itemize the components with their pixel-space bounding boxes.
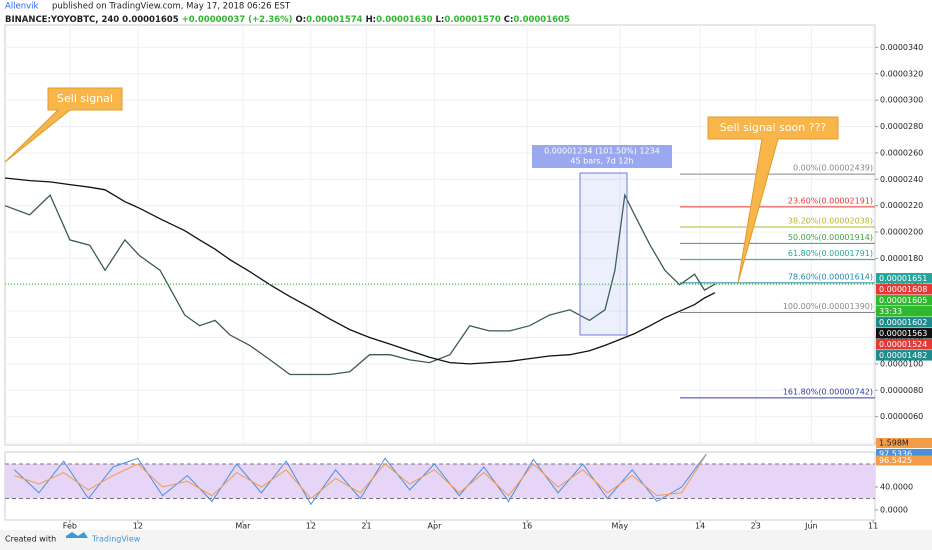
fib-label: 61.80%(0.00001791) (788, 249, 873, 258)
ohlc-label: L: (436, 15, 445, 25)
x-tick-label: 12 (133, 522, 143, 531)
measure-label-bg (532, 145, 672, 168)
series-line (13, 453, 707, 506)
fib-label: 78.60%(0.00001614) (788, 272, 873, 281)
footer-bar (0, 530, 932, 550)
price-tag (876, 273, 932, 284)
price-tag (876, 339, 932, 350)
price-tag-label: 0.00001608 (879, 285, 927, 294)
series-line (4, 192, 716, 376)
x-tick-label: Apr (428, 522, 443, 531)
x-tick-label: May (612, 522, 629, 531)
callout-text: Sell signal soon ??? (720, 121, 827, 134)
price-pane (4, 24, 876, 446)
y-tick-label: 0.0000060 (880, 412, 923, 421)
price-tag-label: 0.00001563 (879, 329, 927, 338)
price-tag (876, 350, 932, 361)
countdown: 33:33 (879, 307, 902, 316)
price-tag-label: 0.00001524 (879, 340, 927, 349)
osc-tag (876, 448, 932, 459)
countdown-tag (876, 306, 932, 317)
price-tag-label: 0.00001651 (879, 274, 927, 283)
band (5, 464, 875, 499)
osc-tag (876, 455, 932, 466)
y-tick-label: 0.0000220 (880, 201, 923, 210)
ohlc-value: 0.00001574 (306, 15, 363, 25)
measure-label: 0.00001234 (101.50%) 1234 (544, 147, 660, 156)
price-tag (876, 295, 932, 306)
ohlc-label: O: (296, 15, 307, 25)
price-tag (876, 317, 932, 328)
ohlc-value: 0.00001630 (376, 15, 433, 25)
series-line (14, 454, 707, 500)
y-tick-label: 0.0000100 (880, 359, 923, 368)
symbol: BINANCE:YOYOBTC, 240 (5, 15, 119, 25)
ohlc-label: H: (366, 15, 377, 25)
volume-tag (876, 438, 932, 448)
y-tick-label: 40.0000 (880, 483, 913, 492)
fib-label: 23.60%(0.00002191) (788, 196, 873, 205)
y-tick-label: 0.0000080 (880, 386, 923, 395)
y-tick-label: 0.0000280 (880, 122, 923, 131)
callout (4, 87, 123, 163)
measure-label: 45 bars, 7d 12h (570, 157, 633, 166)
tv-logo (66, 532, 88, 538)
last: 0.00001605 (122, 15, 179, 25)
y-tick-label: 0.0000260 (880, 148, 923, 157)
volume-label: 1.598M (879, 439, 909, 448)
y-tick-label: 0.0000320 (880, 69, 923, 78)
series-line (4, 177, 716, 365)
x-tick-label: Mar (235, 522, 251, 531)
callout-text: Sell signal (57, 92, 113, 105)
x-tick-label: 16 (522, 522, 532, 531)
x-tick-label: Jun (804, 522, 818, 531)
fib-label: 50.00%(0.00001914) (788, 233, 873, 242)
fib-label: 161.80%(0.00000742) (783, 387, 873, 396)
ohlc-value: 0.00001605 (513, 15, 570, 25)
osc-tag-label: 96.5425 (879, 456, 912, 465)
footer-brand[interactable]: TradingView (91, 535, 141, 544)
y-tick-label: 0.0000180 (880, 254, 923, 263)
callout (707, 116, 839, 284)
price-tag-label: 0.00001602 (879, 318, 927, 327)
price-tag (876, 284, 932, 295)
author[interactable]: Allenvik (5, 2, 39, 12)
price-tag-label: 0.00001482 (879, 351, 927, 360)
x-tick-label: 12 (306, 522, 316, 531)
y-tick-label: 0.0000240 (880, 175, 923, 184)
y-tick-label: 0.0000340 (880, 43, 923, 52)
x-tick-label: 11 (868, 522, 878, 531)
published: published on TradingView.com, May 17, 20… (52, 2, 291, 12)
measure-box (579, 172, 628, 336)
x-tick-label: 23 (751, 522, 761, 531)
x-tick-label: 14 (695, 522, 705, 531)
price-tag (876, 328, 932, 339)
ohlc-line: BINANCE:YOYOBTC, 240 0.00001605 +0.00000… (5, 15, 570, 25)
fib-label: 100.00%(0.00001390) (783, 302, 873, 311)
ohlc-value: 0.00001570 (444, 15, 501, 25)
osc-tag-label: 97.5336 (879, 449, 912, 458)
y-tick-label: 0.0000 (880, 505, 908, 514)
fib-label: 38.20%(0.00002038) (788, 217, 873, 226)
change: +0.00000037 (+2.36%) (182, 15, 293, 25)
y-tick-label: 0.0000300 (880, 96, 923, 105)
fib-label: 0.00%(0.00002439) (793, 164, 873, 173)
ohlc-label: C: (504, 15, 514, 25)
x-tick-label: Feb (63, 522, 77, 531)
footer-created: Created with (5, 535, 56, 544)
price-tag-label: 0.00001605 (879, 296, 927, 305)
y-tick-label: 0.0000200 (880, 228, 923, 237)
x-tick-label: 21 (361, 522, 371, 531)
